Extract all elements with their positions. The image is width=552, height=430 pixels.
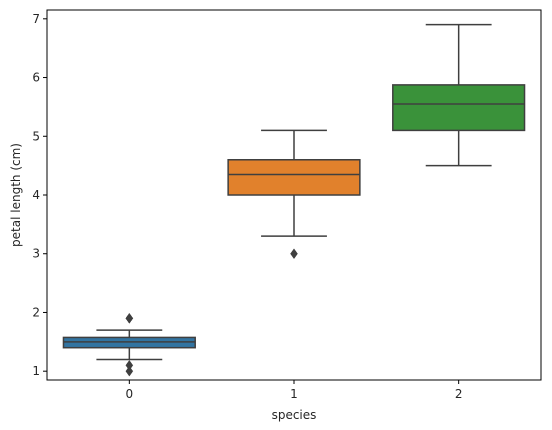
x-tick-label: 0 (126, 387, 134, 401)
y-tick-label: 6 (32, 71, 40, 85)
outlier-point (290, 248, 298, 260)
y-tick-label: 1 (32, 364, 40, 378)
y-tick-label: 2 (32, 305, 40, 319)
box-iqr-1 (227, 159, 361, 196)
outlier-point (125, 359, 134, 371)
outlier-point (125, 365, 134, 377)
x-tick-label: 2 (455, 387, 463, 401)
outlier-point (125, 313, 134, 324)
y-axis: 1 2 3 4 5 6 7 (32, 12, 47, 378)
box-iqr-2 (392, 84, 526, 132)
y-tick-label: 7 (32, 12, 40, 26)
x-axis-label: species (272, 408, 317, 422)
x-tick-label: 1 (290, 387, 298, 401)
y-tick-label: 4 (32, 188, 40, 202)
boxes-layer (62, 23, 526, 377)
y-axis-label: petal length (cm) (9, 143, 23, 247)
box-group-0 (62, 313, 196, 377)
box-group-2 (392, 23, 526, 167)
x-axis: 0 1 2 (126, 380, 463, 401)
plot-frame (46, 9, 542, 381)
y-tick-label: 3 (32, 247, 40, 261)
y-tick-label: 5 (32, 129, 40, 143)
box-group-1 (227, 129, 361, 260)
